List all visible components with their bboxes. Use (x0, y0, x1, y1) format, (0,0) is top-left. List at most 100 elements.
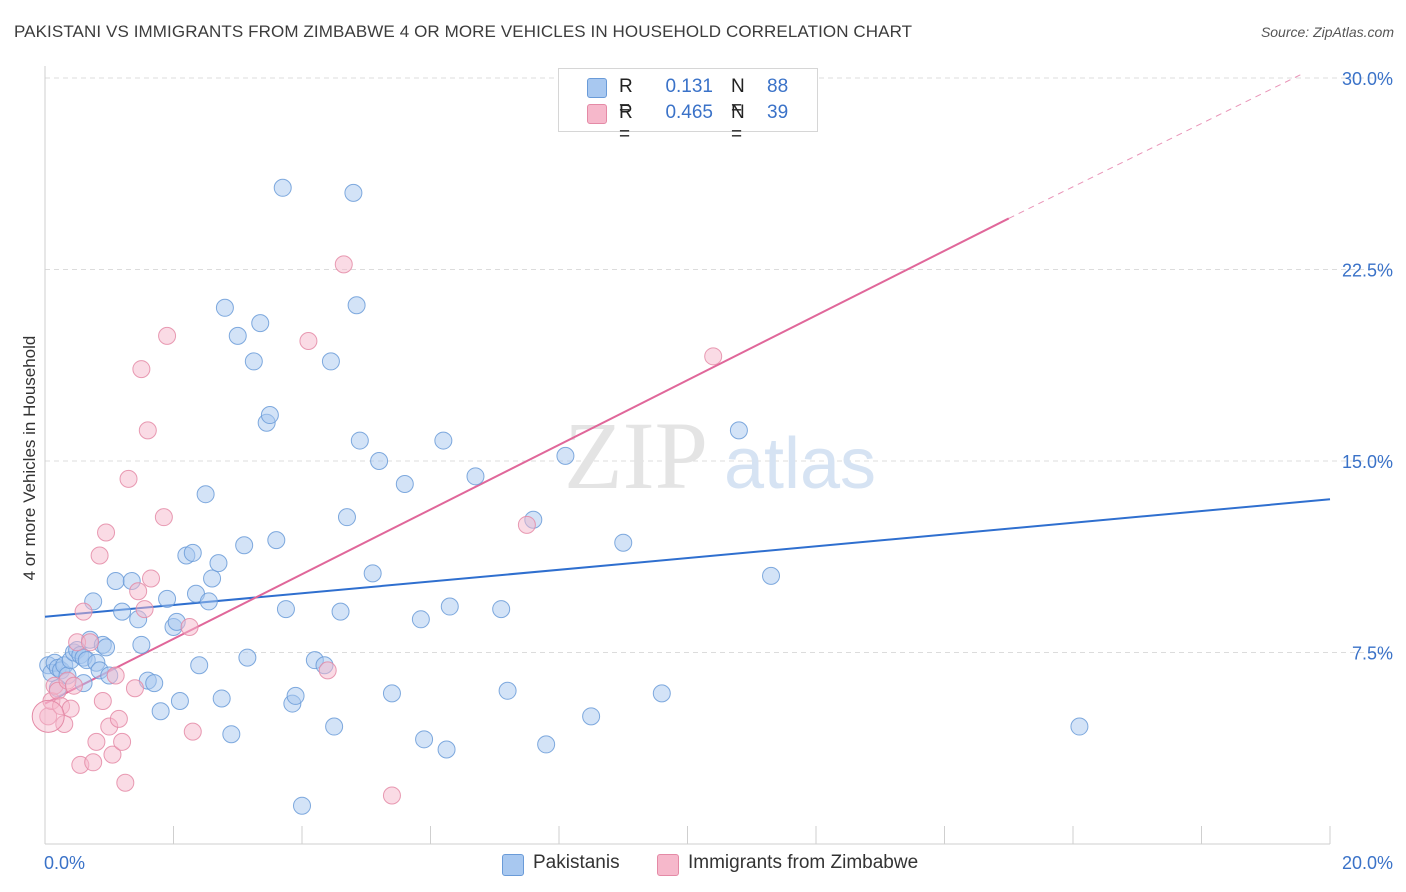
point-pakistanis (196, 485, 215, 504)
point-zimbabwe (109, 709, 128, 728)
point-pakistanis (729, 421, 748, 440)
point-pakistanis (437, 740, 456, 759)
bottom-legend-label: Immigrants from Zimbabwe (688, 852, 919, 873)
x-tick-label-min: 0.0% (44, 853, 85, 873)
point-zimbabwe (74, 602, 93, 621)
point-zimbabwe (90, 546, 109, 565)
point-pakistanis (215, 298, 234, 317)
point-pakistanis (466, 467, 485, 486)
y-tick-label: 22.5% (1342, 261, 1393, 281)
legend-r-value: 0.131 (665, 76, 713, 97)
point-zimbabwe (183, 722, 202, 741)
point-zimbabwe (87, 732, 106, 751)
point-pakistanis (293, 796, 311, 815)
point-pakistanis (273, 178, 292, 197)
point-zimbabwe (142, 569, 161, 588)
point-zimbabwe (97, 523, 116, 542)
y-tick-label: 7.5% (1352, 644, 1393, 664)
point-zimbabwe (138, 421, 157, 440)
legend-r-label: R = (619, 76, 633, 119)
chart-title: PAKISTANI VS IMMIGRANTS FROM ZIMBABWE 4 … (14, 22, 913, 41)
watermark: ZIP atlas (564, 402, 876, 509)
point-pakistanis (492, 600, 511, 619)
point-pakistanis (347, 296, 366, 315)
point-zimbabwe (382, 786, 401, 805)
point-pakistanis (556, 446, 575, 465)
point-zimbabwe (125, 679, 144, 698)
point-zimbabwe (61, 699, 80, 718)
point-zimbabwe (517, 515, 536, 534)
point-pakistanis (235, 536, 254, 555)
point-pakistanis (158, 589, 177, 608)
trend-lines (44, 72, 1331, 705)
point-pakistanis (331, 602, 350, 621)
point-pakistanis (199, 592, 218, 611)
point-pakistanis (382, 684, 401, 703)
point-pakistanis (344, 183, 363, 202)
point-pakistanis (434, 431, 453, 450)
bottom-legend-swatch-pink (657, 854, 679, 876)
point-pakistanis (190, 656, 209, 675)
point-pakistanis (183, 543, 202, 562)
legend-swatch-blue (587, 78, 607, 98)
point-pakistanis (582, 707, 601, 726)
point-pakistanis (363, 564, 382, 583)
point-pakistanis (415, 730, 434, 749)
point-pakistanis (212, 689, 231, 708)
point-pakistanis (228, 326, 247, 345)
x-tick-label-max: 20.0% (1342, 853, 1393, 873)
point-zimbabwe (154, 508, 173, 527)
trend-line-0 (44, 498, 1331, 618)
point-pakistanis (106, 572, 125, 591)
point-pakistanis (440, 597, 459, 616)
legend-n-value: 39 (767, 102, 789, 123)
point-pakistanis (113, 602, 132, 621)
tick-labels: 7.5% 15.0% 22.5% 30.0% 0.0% 20.0% (44, 69, 1393, 873)
trend-line-extension-1 (1008, 72, 1305, 219)
point-zimbabwe (80, 633, 99, 652)
point-pakistanis (337, 508, 356, 527)
point-pakistanis (238, 648, 257, 667)
point-zimbabwe-large (31, 699, 65, 733)
point-pakistanis (321, 352, 340, 371)
point-zimbabwe (64, 676, 83, 695)
point-zimbabwe (158, 326, 177, 345)
legend-n-label: N = (731, 102, 745, 145)
point-pakistanis (222, 725, 241, 744)
legend-n-value: 88 (767, 76, 789, 97)
bottom-legend-label: Pakistanis (533, 852, 620, 873)
watermark-zip: ZIP (564, 402, 708, 509)
y-axis-label: 4 or more Vehicles in Household (20, 335, 39, 581)
point-pakistanis (260, 406, 279, 425)
bottom-legend-swatch-blue (502, 854, 524, 876)
point-pakistanis (395, 474, 414, 493)
legend-r-label: R = (619, 102, 633, 145)
point-pakistanis (350, 431, 369, 450)
point-pakistanis (614, 533, 633, 552)
point-zimbabwe (113, 732, 132, 751)
point-pakistanis (170, 692, 189, 711)
point-zimbabwe (135, 600, 154, 619)
point-pakistanis (286, 686, 305, 705)
point-zimbabwe (129, 582, 148, 601)
point-zimbabwe (106, 666, 125, 685)
point-pakistanis (97, 638, 116, 657)
point-zimbabwe (132, 360, 151, 379)
point-pakistanis (1070, 717, 1089, 736)
point-zimbabwe (116, 773, 135, 792)
point-zimbabwe (318, 661, 337, 680)
point-pakistanis (132, 635, 151, 654)
point-zimbabwe (704, 347, 723, 366)
point-pakistanis (498, 681, 517, 700)
point-zimbabwe (180, 617, 199, 636)
point-zimbabwe (334, 255, 353, 274)
y-tick-label: 30.0% (1342, 69, 1393, 89)
source-label: Source: ZipAtlas.com (1260, 24, 1394, 40)
point-pakistanis (370, 452, 389, 470)
legend-swatch-pink (587, 104, 607, 124)
point-pakistanis (267, 531, 286, 550)
point-zimbabwe (299, 331, 318, 350)
watermark-atlas: atlas (724, 424, 876, 504)
point-zimbabwe (84, 753, 103, 772)
point-pakistanis (145, 674, 164, 693)
